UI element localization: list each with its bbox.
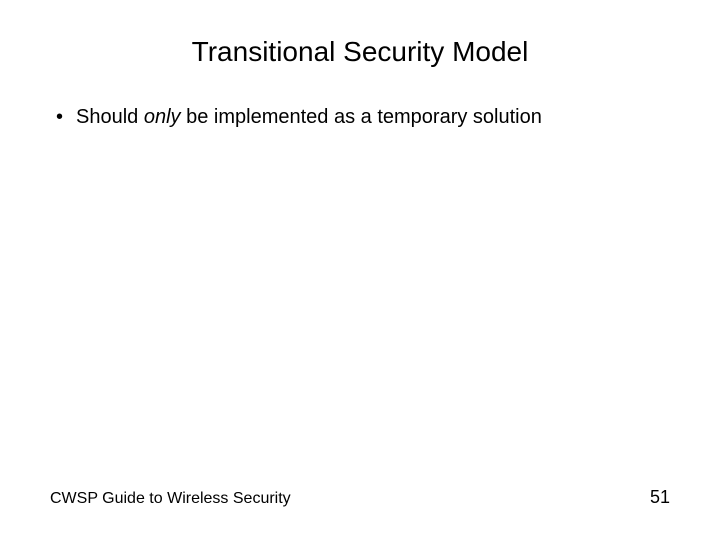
bullet-text-suffix: be implemented as a temporary solution xyxy=(181,106,542,128)
footer-text: CWSP Guide to Wireless Security xyxy=(50,490,291,508)
bullet-list: Should only be implemented as a temporar… xyxy=(40,104,680,130)
page-number: 51 xyxy=(650,487,670,508)
bullet-text-emphasis: only xyxy=(144,106,181,128)
slide-container: Transitional Security Model Should only … xyxy=(0,0,720,540)
slide-footer: CWSP Guide to Wireless Security 51 xyxy=(50,487,670,508)
slide-title: Transitional Security Model xyxy=(40,36,680,68)
bullet-item: Should only be implemented as a temporar… xyxy=(52,104,680,130)
bullet-text-prefix: Should xyxy=(76,106,144,128)
